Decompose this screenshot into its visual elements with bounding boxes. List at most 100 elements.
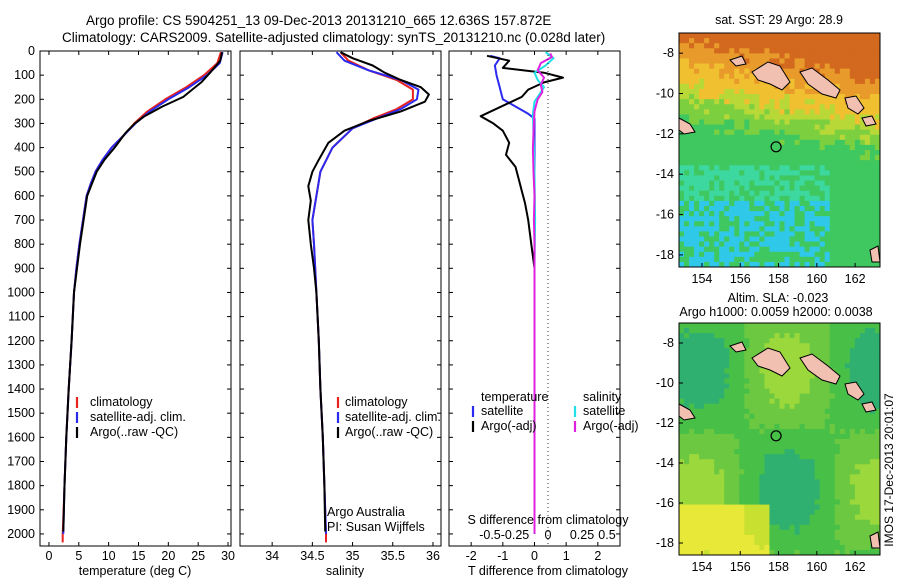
heat-cell — [869, 139, 876, 146]
heat-cell — [714, 150, 720, 156]
heat-cell — [724, 338, 730, 344]
heat-cell — [719, 43, 725, 49]
heat-cell — [854, 529, 861, 536]
heat-cell — [824, 519, 831, 526]
heat-cell — [694, 241, 700, 248]
heat-cell — [744, 544, 750, 551]
heat-cell — [754, 529, 761, 536]
heat-cell — [769, 403, 776, 410]
heat-cell — [719, 449, 725, 455]
heat-cell — [834, 231, 841, 238]
heat-cell — [844, 216, 851, 222]
heat-cell — [824, 43, 831, 49]
heat-cell — [794, 48, 801, 54]
heat-cell — [834, 439, 841, 445]
heat-cell — [739, 180, 745, 187]
heat-cell — [684, 393, 690, 400]
heat-cell — [804, 534, 811, 541]
heat-cell — [704, 459, 710, 465]
heat-cell — [749, 494, 755, 501]
heat-cell — [724, 539, 730, 546]
heat-cell — [679, 328, 685, 334]
heat-cell — [724, 474, 730, 480]
heat-cell — [844, 134, 851, 141]
heat-cell — [859, 338, 866, 344]
heat-cell — [809, 418, 816, 425]
heat-cell — [714, 479, 720, 485]
heat-cell — [799, 519, 806, 526]
heat-cell — [769, 155, 776, 161]
heat-cell — [849, 428, 856, 435]
heat-cell — [834, 256, 841, 263]
heat-cell — [844, 333, 851, 339]
heat-cell — [779, 444, 786, 450]
heat-cell — [709, 408, 715, 415]
heat-cell — [839, 33, 846, 39]
heat-cell — [789, 398, 796, 405]
heat-cell — [774, 180, 781, 187]
heat-cell — [779, 246, 786, 253]
heat-cell — [874, 236, 880, 243]
heat-cell — [819, 256, 826, 263]
heat-cell — [734, 134, 740, 141]
heat-cell — [814, 544, 821, 551]
heat-cell — [704, 393, 710, 400]
heat-cell — [739, 539, 745, 546]
heat-cell — [859, 73, 866, 80]
heat-cell — [759, 489, 766, 496]
heat-cell — [839, 459, 846, 465]
heat-cell — [819, 104, 826, 110]
heat-cell — [804, 418, 811, 425]
heat-cell — [839, 73, 846, 80]
heat-cell — [854, 58, 861, 65]
heat-cell — [829, 403, 836, 410]
heat-cell — [739, 323, 745, 329]
heat-cell — [714, 211, 720, 217]
heat-cell — [744, 393, 750, 400]
heat-cell — [684, 221, 690, 227]
heat-cell — [859, 144, 866, 151]
heat-cell — [824, 124, 831, 131]
heat-cell — [814, 195, 821, 202]
heat-cell — [724, 99, 730, 105]
heat-cell — [804, 474, 811, 480]
heat-cell — [869, 439, 876, 445]
heat-cell — [714, 134, 720, 141]
heat-cell — [819, 38, 826, 44]
heat-cell — [774, 428, 781, 435]
heat-cell — [859, 190, 866, 197]
heat-cell — [869, 449, 876, 455]
heat-cell — [789, 418, 796, 425]
heat-cell — [734, 144, 740, 151]
heat-cell — [784, 383, 791, 390]
heat-cell — [684, 469, 690, 475]
heat-cell — [764, 398, 771, 405]
heat-cell — [759, 88, 766, 95]
heat-cell — [789, 175, 796, 182]
heat-cell — [724, 323, 730, 329]
heat-cell — [759, 328, 766, 334]
heat-cell — [789, 539, 796, 546]
heat-cell — [729, 216, 735, 222]
heat-cell — [844, 499, 851, 506]
heat-cell — [799, 150, 806, 156]
heat-cell — [809, 43, 816, 49]
figure-title-line2: Climatology: CARS2009. Satellite-adjuste… — [62, 30, 605, 45]
heat-cell — [754, 144, 761, 151]
argo-position-marker — [770, 430, 782, 442]
heat-cell — [744, 236, 750, 243]
heat-cell — [774, 514, 781, 521]
heat-cell — [814, 484, 821, 491]
series-line-argo-raw-qc- — [62, 52, 223, 532]
heat-cell — [714, 170, 720, 177]
heat-cell — [774, 211, 781, 217]
heat-cell — [709, 539, 715, 546]
salinity-panel: 34 34.5 35 35.5 36 salinity climatology sate… — [239, 50, 442, 578]
heat-cell — [749, 524, 755, 531]
heat-cell — [764, 170, 771, 177]
heat-cell — [759, 119, 766, 126]
heat-cell — [704, 338, 710, 344]
heat-cell — [844, 373, 851, 380]
heat-cell — [739, 499, 745, 506]
heat-cell — [779, 205, 786, 212]
